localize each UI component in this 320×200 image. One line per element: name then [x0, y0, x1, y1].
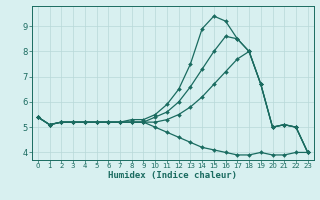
X-axis label: Humidex (Indice chaleur): Humidex (Indice chaleur): [108, 171, 237, 180]
